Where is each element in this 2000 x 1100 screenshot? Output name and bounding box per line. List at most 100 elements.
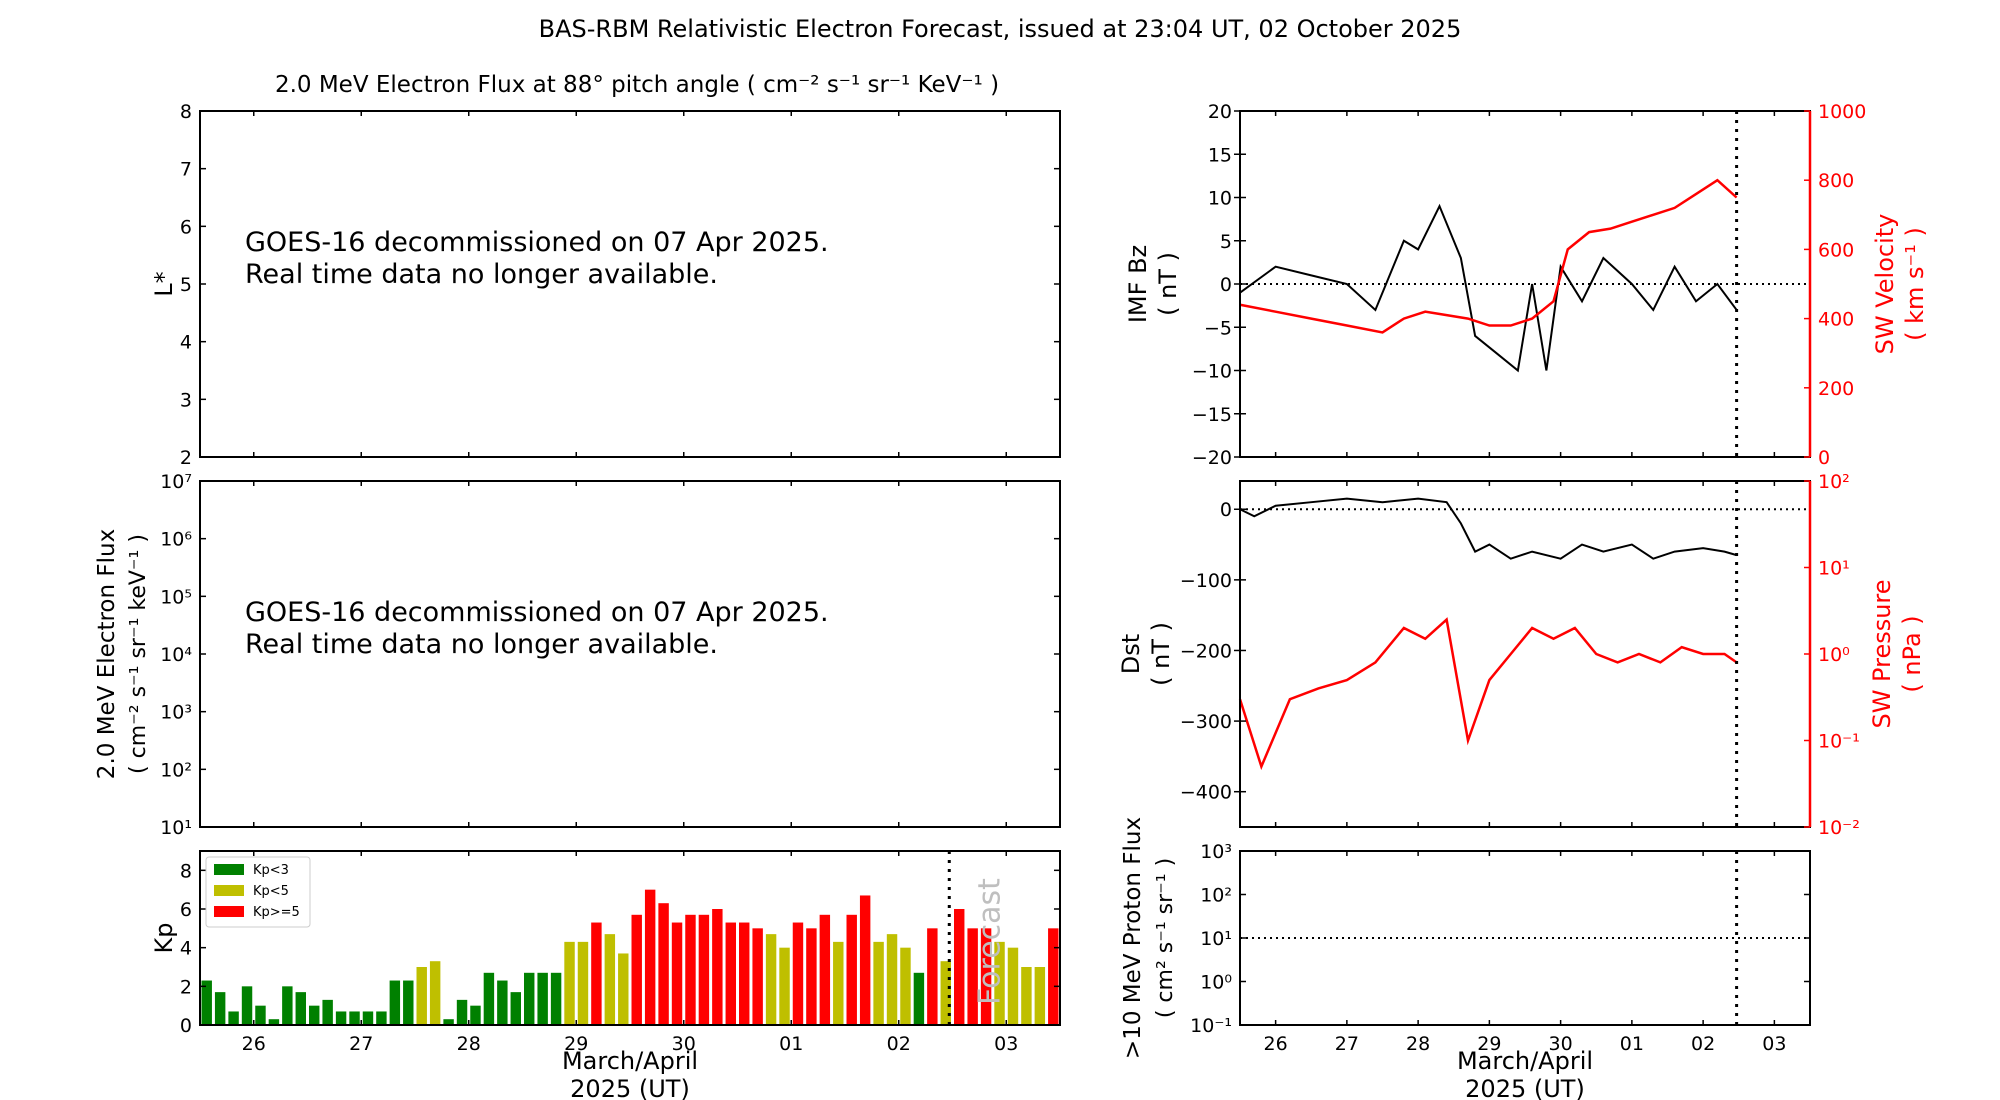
y2-tick-label: 10² <box>1818 471 1850 493</box>
kp-bar <box>403 980 414 1025</box>
proton-y-ticks: 10⁻¹ 10⁰ 10¹ 10² 10³ <box>1190 841 1810 1037</box>
x-tick-label: 26 <box>1264 1033 1288 1055</box>
y-tick-label: 10² <box>1200 885 1232 907</box>
eflux-plot-area <box>199 480 1061 828</box>
kp-bar <box>886 934 898 1025</box>
lstar-panel: 2.0 MeV Electron Flux at 88° pitch angle… <box>150 72 1061 469</box>
y2-tick-label: 10⁻¹ <box>1818 731 1860 753</box>
kp-bar <box>241 986 253 1025</box>
kp-forecast-label: Forecast <box>972 878 1007 1005</box>
imf-x-ticks <box>1274 111 1776 457</box>
kp-bar <box>658 903 669 1025</box>
kp-bar <box>967 928 978 1025</box>
y-tick-label: 10⁻¹ <box>1190 1015 1232 1037</box>
y-tick-label: −100 <box>1180 570 1232 592</box>
imf-y-label-line1: IMF Bz <box>1124 245 1152 323</box>
y-tick-label: 10¹ <box>160 817 192 839</box>
y-tick-label: 10 <box>1208 188 1232 210</box>
eflux-notice-line1: GOES-16 decommissioned on 07 Apr 2025. <box>245 597 829 628</box>
kp-bar <box>1034 967 1046 1025</box>
kp-bar <box>429 961 441 1025</box>
kp-bar <box>497 980 508 1025</box>
lstar-notice-line2: Real time data no longer available. <box>245 259 718 290</box>
eflux-y-ticks: 10¹ 10² 10³ 10⁴ 10⁵ 10⁶ 10⁷ <box>160 471 1060 839</box>
y-tick-label: −300 <box>1180 711 1232 733</box>
kp-legend-high: Kp>=5 <box>253 905 300 920</box>
y-tick-label: −400 <box>1180 782 1232 804</box>
kp-bar <box>980 928 992 1025</box>
y-tick-label: 10⁴ <box>160 644 192 666</box>
right-x-label-line1: March/April <box>1457 1047 1593 1075</box>
x-tick-label: 28 <box>457 1033 481 1055</box>
y-tick-label: 10⁷ <box>160 471 192 493</box>
lstar-panel-title: 2.0 MeV Electron Flux at 88° pitch angle… <box>275 72 999 98</box>
x-tick-label: 02 <box>887 1033 911 1055</box>
kp-bar <box>927 928 938 1025</box>
lstar-y-label: L* <box>150 271 178 296</box>
kp-bar <box>618 953 629 1025</box>
kp-bar <box>739 922 750 1025</box>
kp-bar <box>349 1011 360 1025</box>
left-x-label-line2: 2025 (UT) <box>570 1075 690 1100</box>
lstar-notice-line1: GOES-16 decommissioned on 07 Apr 2025. <box>245 227 829 258</box>
kp-bar <box>954 909 965 1025</box>
imf-y2-label-line1: SW Velocity <box>1871 214 1899 355</box>
kp-y-ticks: 0 2 4 6 8 <box>180 860 1060 1037</box>
kp-bar <box>806 928 817 1025</box>
y-tick-label: 7 <box>180 159 192 181</box>
kp-legend-swatch-mid <box>214 885 244 896</box>
x-tick-label: 30 <box>672 1033 696 1055</box>
y-tick-label: −200 <box>1180 640 1232 662</box>
x-tick-label: 30 <box>1549 1033 1573 1055</box>
kp-bar <box>819 914 831 1025</box>
proton-y-label-line1: >10 MeV Proton Flux <box>1120 817 1146 1059</box>
y-tick-label: 20 <box>1208 101 1232 123</box>
y-tick-label: 0 <box>1220 499 1232 521</box>
eflux-x-ticks <box>253 481 1007 827</box>
kp-bar <box>752 928 763 1025</box>
dst-series <box>1239 497 1737 560</box>
kp-bar <box>631 914 642 1025</box>
kp-bar <box>362 1011 374 1025</box>
kp-bar <box>255 1005 266 1025</box>
y-tick-label: 10⁶ <box>160 529 192 551</box>
y2-tick-label: 0 <box>1818 447 1830 469</box>
kp-bar <box>456 999 468 1025</box>
kp-bar <box>712 909 723 1025</box>
kp-bar <box>282 986 293 1025</box>
imf-panel: −20 −15 −10 −5 0 5 10 15 20 0 200 400 600 800 1000 IM… <box>1124 101 1929 469</box>
y-tick-label: 6 <box>180 899 192 921</box>
imf-y2-label-line2: ( km s⁻¹ ) <box>1901 227 1929 341</box>
kp-bar <box>859 895 871 1025</box>
kp-bar <box>591 922 602 1025</box>
dst-y-label-line2: ( nT ) <box>1147 622 1175 686</box>
eflux-notice-line2: Real time data no longer available. <box>245 629 718 660</box>
kp-legend: Kp<3 Kp<5 Kp>=5 <box>205 856 311 928</box>
imf-y2-ticks: 0 200 400 600 800 1000 <box>1804 101 1866 469</box>
y2-tick-label: 200 <box>1818 378 1854 400</box>
y-tick-label: 10⁵ <box>160 586 192 608</box>
y-tick-label: 10³ <box>1200 841 1232 863</box>
kp-y-label: Kp <box>150 923 178 954</box>
sw-pressure-series <box>1238 617 1738 771</box>
lstar-y-ticks: 2 3 4 5 6 7 8 <box>180 101 1060 469</box>
imf-y-label-line2: ( nT ) <box>1154 252 1182 316</box>
y-tick-label: 2 <box>180 976 192 998</box>
kp-bar <box>833 941 844 1025</box>
y-tick-label: 4 <box>180 938 192 960</box>
y2-tick-label: 10⁰ <box>1818 644 1850 666</box>
y-tick-label: 5 <box>180 274 192 296</box>
proton-panel: 10⁻¹ 10⁰ 10¹ 10² 10³ 26 27 28 29 30 01 02 03 >10 Me… <box>1120 817 1811 1059</box>
x-tick-label: 01 <box>1620 1033 1644 1055</box>
kp-bar <box>510 992 521 1025</box>
dst-y2-ticks: 10⁻² 10⁻¹ 10⁰ 10¹ 10² <box>1804 471 1860 839</box>
kp-bar <box>900 947 911 1025</box>
dst-y2-label-line2: ( nPa ) <box>1898 615 1926 692</box>
kp-legend-low: Kp<3 <box>253 863 289 878</box>
figure-title: BAS-RBM Relativistic Electron Forecast, … <box>539 15 1462 43</box>
kp-bar <box>564 941 575 1025</box>
kp-bar <box>228 1011 239 1025</box>
kp-x-ticks: 26 27 28 29 30 01 02 03 <box>242 851 1018 1055</box>
dst-y2-label-line1: SW Pressure <box>1868 579 1896 728</box>
y2-tick-label: 1000 <box>1818 101 1866 123</box>
